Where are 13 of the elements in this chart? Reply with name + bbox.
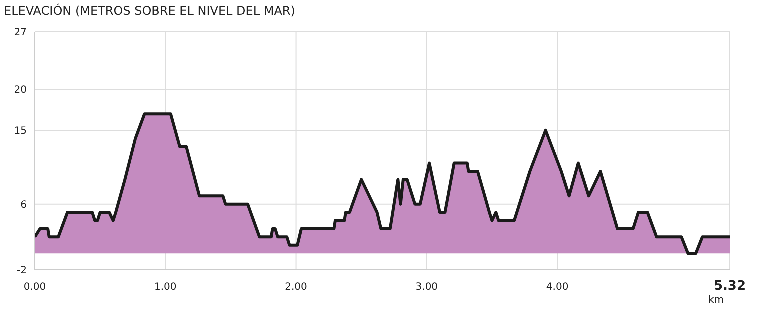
y-tick-label: 15 [14, 126, 27, 138]
x-tick-label: 3.00 [416, 282, 438, 293]
x-tick-label: 5.32 [714, 279, 746, 294]
x-tick-label: 1.00 [154, 282, 177, 293]
y-tick-label: 6 [20, 200, 27, 211]
y-tick-label: 27 [14, 28, 27, 39]
y-tick-label: -2 [17, 266, 27, 277]
y-tick-label: 20 [14, 85, 27, 96]
x-tick-label: 0.00 [24, 282, 46, 293]
x-axis-title: km [708, 295, 724, 306]
x-tick-label: 2.00 [285, 282, 308, 293]
x-tick-label: 4.00 [546, 282, 569, 293]
chart-title: ELEVACIÓN (METROS SOBRE EL NIVEL DEL MAR) [4, 4, 296, 18]
